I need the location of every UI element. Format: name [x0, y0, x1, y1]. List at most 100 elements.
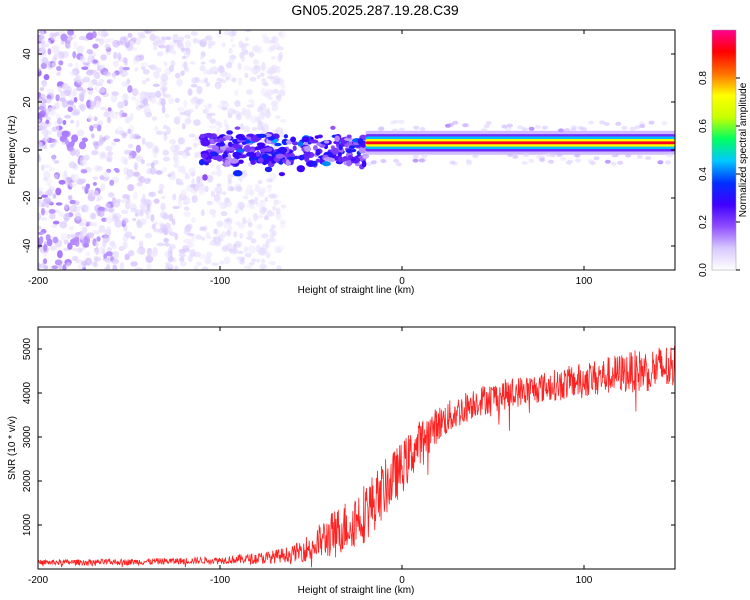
spectrogram-cell	[228, 47, 233, 54]
spectrogram-cell	[182, 201, 188, 206]
spectrogram-cell	[194, 151, 199, 159]
spectrogram-cell	[248, 189, 254, 196]
spectrogram-cell	[249, 198, 256, 206]
spectrogram-cell	[56, 65, 62, 72]
spectrogram-cell	[603, 122, 610, 126]
spectrogram-cell	[645, 156, 652, 160]
spectrogram-cell	[264, 214, 269, 221]
spectrogram-cell	[206, 174, 214, 183]
spectrogram-cell	[153, 70, 160, 79]
spectrogram-cell	[114, 111, 119, 115]
spectrogram-cell	[81, 226, 88, 234]
spectrogram-cell	[243, 125, 251, 133]
spectrogram-cell	[219, 79, 227, 84]
spectrogram-cell	[302, 136, 310, 143]
spectrogram-cell	[141, 66, 146, 70]
snr-ylabel: SNR (10 * v/v)	[7, 416, 18, 480]
spectrogram-cell	[133, 162, 138, 171]
spectrogram-cell	[244, 30, 252, 33]
spectrogram-cell	[216, 183, 222, 188]
spectrogram-cell	[48, 167, 55, 172]
spectrogram-cell	[42, 164, 51, 169]
spectrogram-cell	[92, 123, 99, 129]
spectrogram-cell	[72, 88, 78, 97]
spectrogram-cell	[248, 51, 255, 58]
spectrogram-cell	[412, 154, 419, 159]
spectrogram-cell	[54, 31, 60, 37]
spectrogram-cell	[260, 258, 266, 264]
spectrogram-cell	[506, 123, 513, 128]
spectrogram-cell	[141, 137, 146, 145]
spectrogram-cell	[262, 207, 268, 213]
colorbar-tick-label: 0.6	[698, 119, 709, 133]
spectrogram-cell	[131, 88, 139, 97]
spectrogram-cell	[141, 91, 148, 96]
spectrogram-cell	[548, 159, 554, 164]
colorbar-label: Normalized spectral amplitude	[738, 82, 749, 217]
spectrogram-cell	[124, 253, 130, 261]
spectrogram-cell	[570, 127, 577, 132]
spectrogram-cell	[139, 209, 144, 217]
spectrogram-cell	[248, 98, 253, 104]
spectrogram-cell	[304, 145, 312, 152]
spectrogram-cell	[292, 145, 297, 151]
spectrogram-cell	[184, 173, 190, 180]
spectrogram-cell	[106, 247, 113, 252]
spectrogram-cell	[81, 137, 88, 143]
spectrogram-cell	[41, 194, 48, 198]
spectrogram-cell	[168, 261, 172, 269]
spectrogram-cell	[75, 61, 79, 70]
spectrogram-cell	[100, 246, 107, 251]
spectrogram-cell	[38, 189, 42, 197]
spectrogram-cell	[91, 190, 99, 198]
spectrogram-cell	[110, 94, 118, 103]
spectrogram-cell	[98, 65, 104, 70]
spectrogram-cell	[131, 96, 137, 101]
spectrogram-cell	[82, 62, 89, 66]
spectrogram-cell	[216, 199, 221, 206]
spectrogram-cell	[223, 151, 228, 155]
spectrogram-ytick-label: -40	[22, 238, 33, 253]
spectrogram-cell	[78, 232, 85, 240]
spectrogram-cell	[50, 224, 57, 228]
chart-title: GN05.2025.287.19.28.C39	[291, 2, 459, 18]
spectrogram-cell	[133, 191, 138, 200]
spectrogram-cell	[203, 104, 211, 108]
spectrogram-cell	[574, 153, 581, 158]
spectrogram-cell	[141, 61, 148, 67]
spectrogram-cell	[501, 124, 508, 129]
spectrogram-cell	[210, 171, 217, 176]
spectrogram-cell	[161, 195, 166, 200]
snr-ytick-label: 4000	[22, 381, 33, 404]
spectrogram-cell	[268, 260, 276, 266]
spectrogram-cell	[107, 151, 114, 157]
spectrogram-cell	[226, 230, 232, 237]
spectrogram-cell	[593, 156, 600, 161]
spectrogram-cell	[315, 148, 321, 156]
spectrogram-cell	[76, 45, 85, 54]
spectrogram-cell	[45, 119, 50, 125]
spectrogram-cell	[78, 92, 85, 101]
spectrogram-cell	[53, 174, 59, 180]
spectrogram-cell	[41, 44, 45, 53]
spectrogram-cell	[232, 109, 237, 115]
spectrogram-cell	[69, 233, 78, 239]
spectrogram-cell	[242, 195, 249, 200]
spectrogram-cell	[485, 121, 492, 125]
spectrogram-cell	[75, 119, 80, 128]
spectrogram-cell	[634, 125, 641, 130]
spectrogram-cell	[260, 72, 265, 77]
spectrogram-cell	[136, 182, 143, 187]
spectrogram-cell	[112, 39, 120, 48]
spectrogram-cell	[188, 167, 196, 175]
spectrogram-cell	[610, 161, 617, 166]
spectrogram-cell	[192, 38, 199, 44]
spectrogram-cell	[180, 188, 187, 197]
spectrogram-cell	[227, 173, 233, 181]
spectrogram-cell	[183, 99, 188, 108]
spectrogram-cell	[113, 51, 118, 60]
spectrogram-cell	[261, 233, 269, 239]
spectrogram-cell	[148, 30, 157, 33]
spectrogram-cell	[225, 146, 236, 151]
